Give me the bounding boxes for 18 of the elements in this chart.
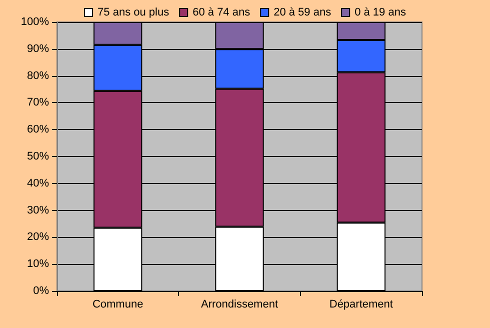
y-tick-label: 90% bbox=[26, 42, 50, 55]
y-tick-label: 70% bbox=[26, 96, 50, 109]
y-tick-label: 30% bbox=[26, 204, 50, 216]
y-tick-label: 50% bbox=[26, 150, 50, 162]
y-tick-label: 20% bbox=[26, 231, 50, 244]
y-tick-label: 80% bbox=[26, 70, 50, 82]
x-tick-label: Arrondissement bbox=[200, 298, 278, 310]
legend-label: 0 à 19 ans bbox=[354, 6, 406, 18]
legend-label: 60 à 74 ans bbox=[192, 6, 251, 18]
y-tick-label: 0% bbox=[33, 285, 50, 297]
y-tick-label: 40% bbox=[26, 177, 50, 190]
x-tick-label: Commune bbox=[92, 298, 144, 310]
y-tick-label: 100% bbox=[20, 16, 50, 28]
y-tick-label: 10% bbox=[26, 258, 50, 270]
x-tick-label: Département bbox=[329, 298, 393, 310]
y-tick-label: 60% bbox=[26, 124, 50, 136]
legend-label: 20 à 59 ans bbox=[274, 6, 332, 18]
legend-label: 75 ans ou plus bbox=[98, 6, 170, 18]
